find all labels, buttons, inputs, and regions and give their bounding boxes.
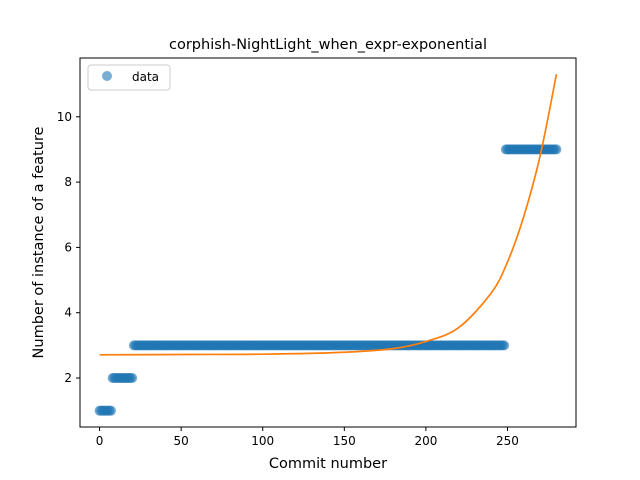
y-tick-label: 2 xyxy=(64,371,72,385)
plot-frame xyxy=(79,57,577,428)
legend-label-data: data xyxy=(132,70,159,84)
axes: 0 50 100 150 200 250 2 4 6 8 10 xyxy=(57,110,519,448)
plot-marks xyxy=(94,74,562,416)
chart-title: corphish-NightLight_when_expr-exponentia… xyxy=(169,37,487,53)
data-point xyxy=(499,340,510,351)
y-tick-label: 6 xyxy=(64,240,72,254)
x-tick-label: 100 xyxy=(251,434,274,448)
y-tick-label: 4 xyxy=(64,306,72,320)
legend-marker-data xyxy=(102,71,112,81)
x-tick-label: 0 xyxy=(96,434,104,448)
x-tick-label: 250 xyxy=(496,434,519,448)
data-point xyxy=(127,373,138,384)
x-tick-label: 50 xyxy=(174,434,189,448)
data-point xyxy=(551,144,562,155)
x-tick-label: 200 xyxy=(414,434,437,448)
legend: data xyxy=(87,64,171,91)
y-tick-label: 8 xyxy=(64,175,72,189)
data-point xyxy=(106,405,116,416)
y-axis-label: Number of instance of a feature xyxy=(31,126,47,358)
y-tick-label: 10 xyxy=(57,110,72,124)
x-tick-label: 150 xyxy=(333,434,356,448)
fit-line xyxy=(99,74,558,356)
x-axis-label: Commit number xyxy=(269,456,387,472)
